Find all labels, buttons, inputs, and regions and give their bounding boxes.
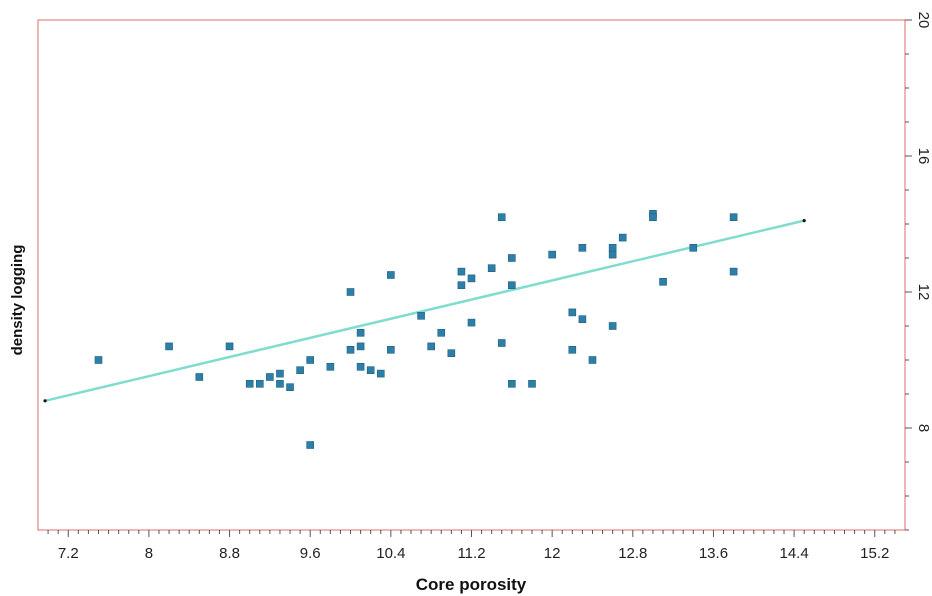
data-point [387, 271, 395, 279]
y-tick-label: 12 [915, 284, 932, 301]
x-tick-label: 8.8 [219, 545, 240, 562]
data-point [94, 356, 103, 364]
x-tick-label: 15.2 [860, 545, 889, 562]
data-point [366, 366, 375, 375]
x-tick-label: 7.2 [58, 545, 79, 562]
x-tick-label: 13.6 [699, 545, 728, 562]
data-point [225, 342, 234, 351]
data-point [356, 328, 365, 337]
data-point [266, 373, 274, 381]
data-point [165, 342, 173, 351]
y-tick-label: 16 [915, 148, 932, 165]
trendline-layer [43, 219, 806, 403]
data-point [548, 250, 556, 259]
data-point [457, 267, 466, 276]
data-point [578, 244, 587, 252]
data-point [447, 349, 456, 358]
data-point [729, 267, 738, 276]
data-points-layer [94, 210, 738, 449]
data-point [417, 311, 425, 320]
data-point [296, 366, 304, 375]
data-point [729, 213, 738, 221]
data-point [276, 369, 284, 378]
data-point [356, 342, 365, 351]
data-point [467, 274, 476, 283]
data-point [437, 328, 446, 337]
x-tick-label: 9.6 [300, 545, 321, 562]
data-point [608, 244, 617, 252]
data-point [497, 213, 506, 221]
data-point [276, 379, 284, 388]
data-point [376, 369, 385, 378]
data-point [689, 244, 698, 252]
x-axis-title: Core porosity [416, 575, 527, 594]
data-point [508, 281, 516, 290]
x-tick-label: 11.2 [457, 545, 485, 562]
data-point [195, 373, 204, 381]
x-tick-label: 8 [145, 545, 153, 562]
data-point [255, 379, 264, 388]
data-point [427, 342, 435, 351]
data-point [528, 379, 536, 388]
data-point [659, 277, 667, 286]
y-tick-label: 20 [915, 12, 932, 29]
data-point [578, 315, 587, 324]
data-point [457, 281, 466, 290]
data-point [306, 441, 314, 449]
data-point [588, 356, 597, 364]
trendline-endpoint [802, 219, 806, 223]
data-point [497, 339, 506, 347]
data-point [618, 233, 627, 242]
trendline [44, 219, 805, 403]
x-tick-label: 12.8 [618, 545, 647, 562]
data-point [346, 345, 355, 354]
data-point [467, 318, 476, 327]
data-point [387, 345, 395, 354]
y-axis-title: density logging [9, 245, 26, 356]
x-tick-label: 10.4 [376, 545, 405, 562]
data-point [346, 288, 355, 296]
x-tick-label: 12 [544, 545, 561, 562]
x-axis-ticks: 7.2 8 8.8 9.6 10.4 11.2 12 12.8 13.6 14.4 15.2 [47, 530, 896, 562]
data-point [326, 362, 335, 371]
data-point [487, 264, 496, 273]
data-point [508, 379, 516, 388]
data-point [508, 254, 516, 262]
data-point [608, 322, 617, 330]
data-point [568, 345, 577, 354]
data-point [245, 379, 254, 388]
x-tick-label: 14.4 [780, 545, 809, 562]
y-axis-ticks: 8 12 16 20 [905, 12, 932, 531]
trendline-endpoint [43, 399, 47, 403]
data-point [286, 383, 294, 392]
data-point [608, 250, 617, 259]
data-point [356, 362, 365, 371]
data-point [568, 308, 577, 317]
data-point [306, 356, 314, 364]
y-tick-label: 8 [915, 424, 932, 432]
data-point [649, 213, 657, 221]
